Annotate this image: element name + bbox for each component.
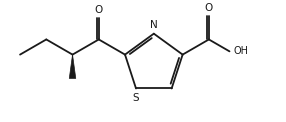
Text: S: S — [133, 93, 139, 103]
Text: O: O — [205, 3, 213, 13]
Text: OH: OH — [234, 46, 249, 56]
Text: O: O — [95, 5, 103, 15]
Polygon shape — [69, 55, 76, 78]
Text: N: N — [150, 20, 158, 30]
